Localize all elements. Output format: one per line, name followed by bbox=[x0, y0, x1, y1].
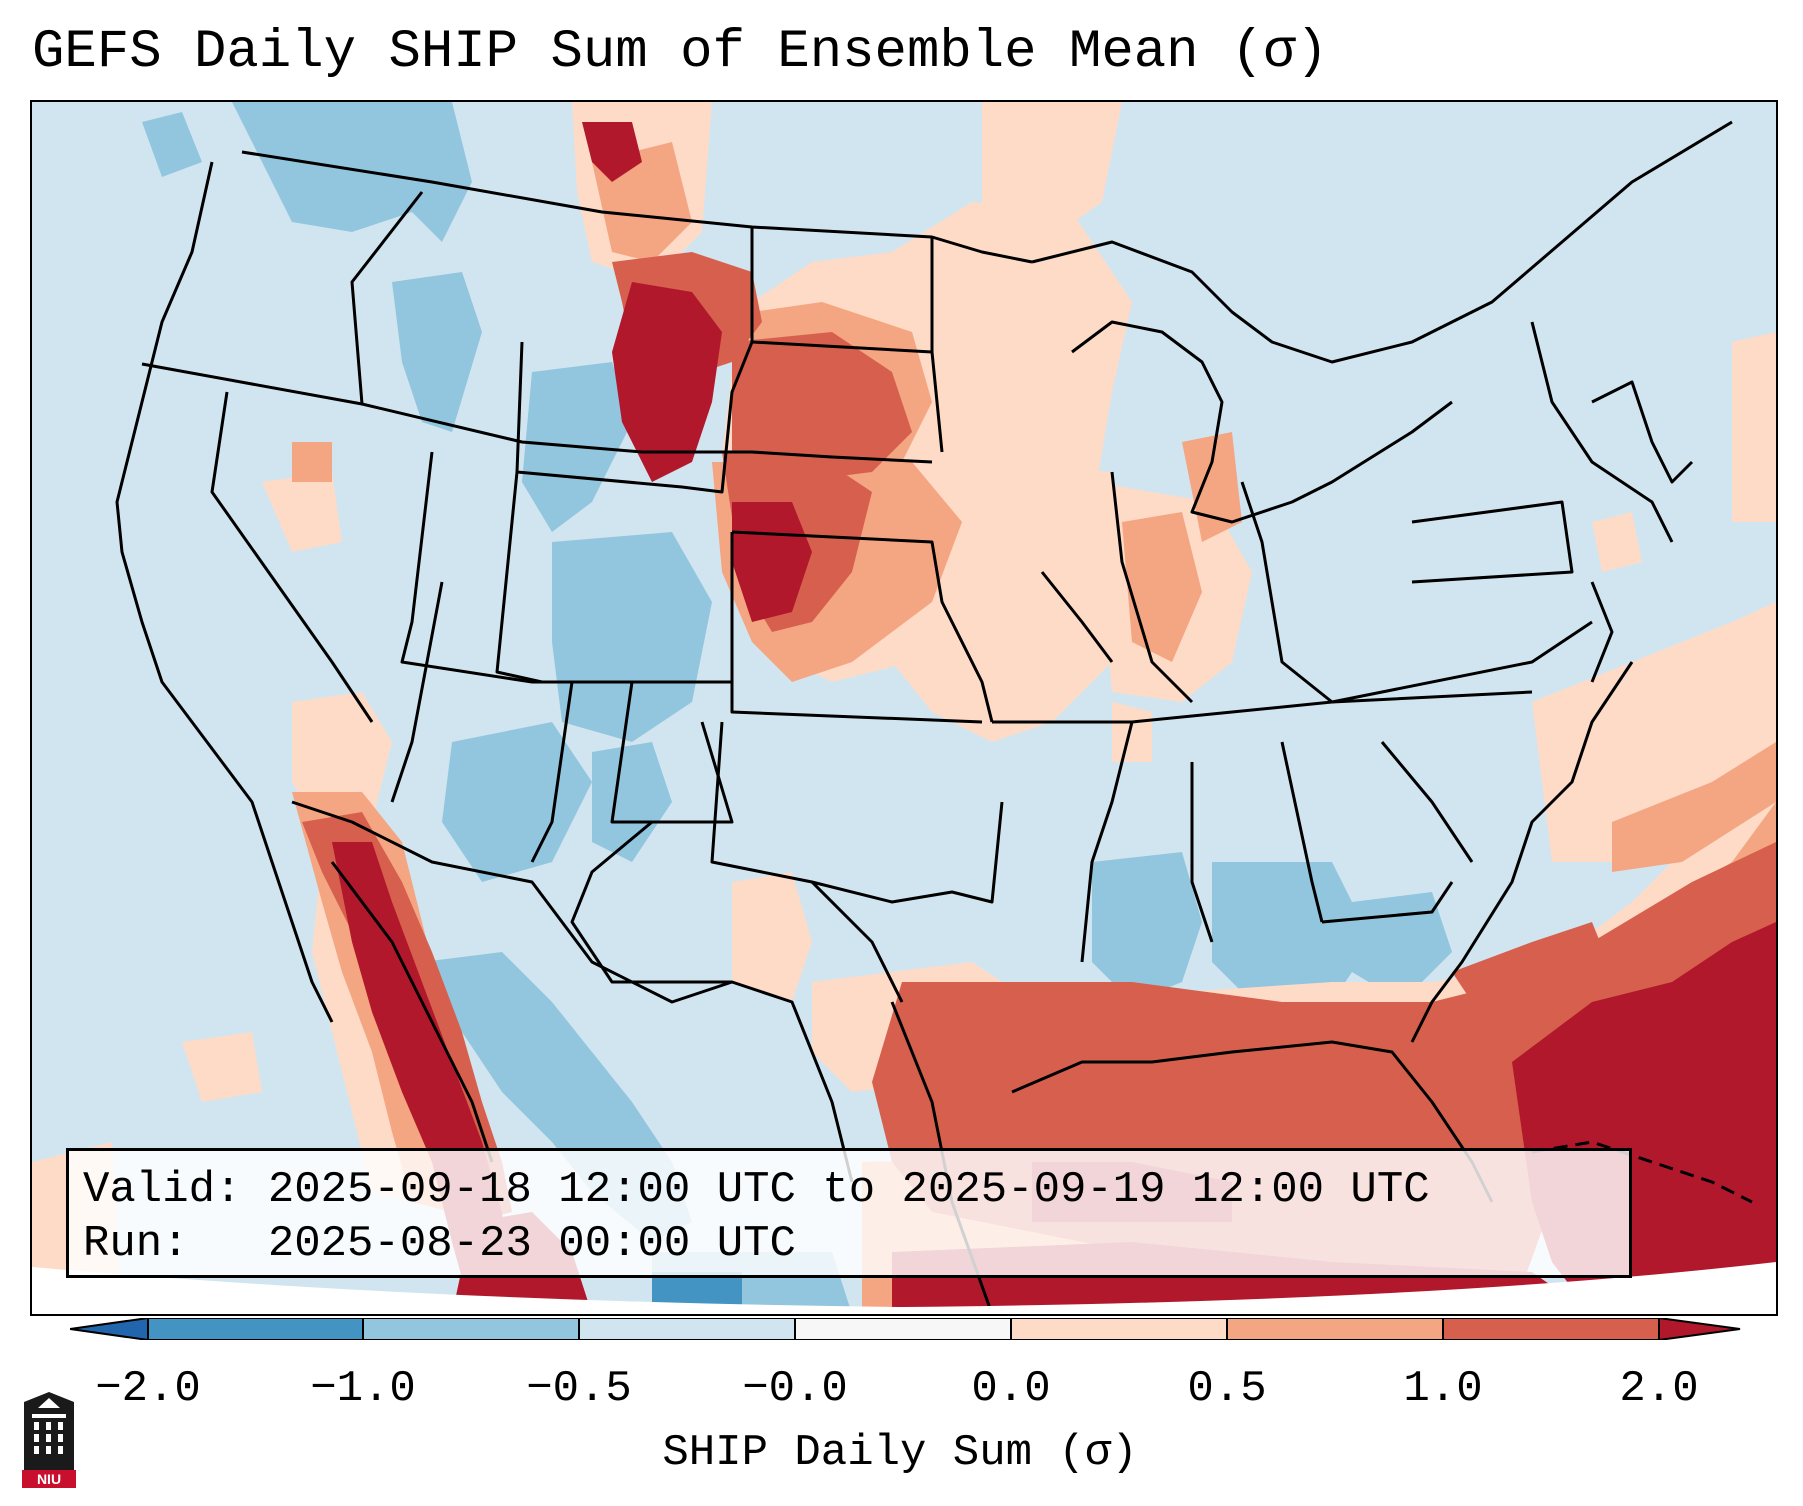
colorbar bbox=[70, 1318, 1741, 1340]
map-title: GEFS Daily SHIP Sum of Ensemble Mean (σ) bbox=[32, 22, 1329, 83]
run-line: Run: 2025-08-23 00:00 UTC bbox=[83, 1217, 1615, 1271]
valid-label: Valid: bbox=[83, 1165, 242, 1215]
svg-text:NIU: NIU bbox=[37, 1471, 61, 1487]
colorbar-tick-label: −1.0 bbox=[310, 1364, 416, 1414]
colorbar-extend-high bbox=[1659, 1318, 1740, 1340]
political-boundaries bbox=[115, 120, 1753, 1314]
colorbar-tick-label: 0.0 bbox=[971, 1364, 1051, 1414]
valid-line: Valid: 2025-09-18 12:00 UTC to 2025-09-1… bbox=[83, 1163, 1615, 1217]
map-panel bbox=[30, 100, 1778, 1316]
colorbar-bin bbox=[1227, 1318, 1443, 1340]
colorbar-tick-label: 0.5 bbox=[1187, 1364, 1267, 1414]
valid-run-info-box: Valid: 2025-09-18 12:00 UTC to 2025-09-1… bbox=[66, 1148, 1632, 1278]
colorbar-bin bbox=[1011, 1318, 1227, 1340]
anomaly-field bbox=[32, 102, 1776, 1314]
colorbar-tick-label: −2.0 bbox=[95, 1364, 201, 1414]
colorbar-label: SHIP Daily Sum (σ) bbox=[662, 1428, 1138, 1478]
run-value: 2025-08-23 00:00 UTC bbox=[267, 1219, 796, 1269]
colorbar-tick-label: 2.0 bbox=[1619, 1364, 1699, 1414]
negative-anomaly-regions bbox=[142, 102, 1452, 1314]
colorbar-bin bbox=[795, 1318, 1011, 1340]
colorbar-bin bbox=[148, 1318, 363, 1340]
colorbar-bin bbox=[579, 1318, 795, 1340]
run-label: Run: bbox=[83, 1219, 189, 1269]
valid-value: 2025-09-18 12:00 UTC to 2025-09-19 12:00… bbox=[267, 1165, 1430, 1215]
colorbar-bin bbox=[1443, 1318, 1659, 1340]
colorbar-tick-label: 1.0 bbox=[1403, 1364, 1483, 1414]
colorbar-bin bbox=[363, 1318, 579, 1340]
colorbar-tick-label: −0.5 bbox=[526, 1364, 632, 1414]
colorbar-tick-label: −0.0 bbox=[742, 1364, 848, 1414]
niu-logo: NIU bbox=[22, 1392, 76, 1488]
projection-edge bbox=[32, 1262, 1776, 1314]
colorbar-extend-low bbox=[70, 1318, 148, 1340]
